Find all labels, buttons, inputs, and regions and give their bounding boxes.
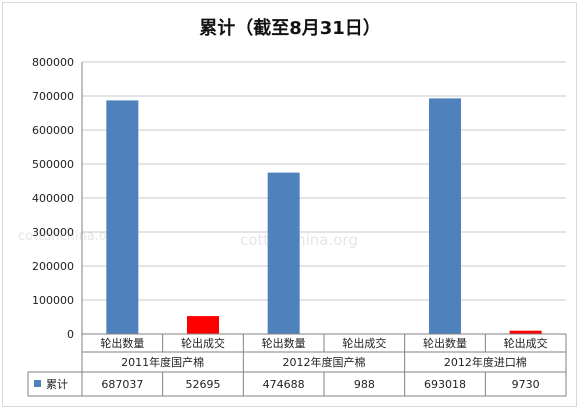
group-label: 2012年度国产棉 (283, 355, 366, 369)
x-axis: 轮出数量 轮出成交 轮出数量 轮出成交 轮出数量 轮出成交 2011年度国产棉 2012年度国… (27, 333, 567, 397)
category-label: 轮出数量 (262, 336, 306, 350)
bar (187, 316, 219, 334)
category-label: 轮出成交 (181, 336, 225, 350)
gridlines (82, 61, 566, 335)
y-tick-label: 300000 (32, 226, 74, 239)
y-tick-label: 0 (67, 328, 74, 341)
bar (106, 100, 139, 335)
bar (509, 330, 542, 334)
category-label: 轮出数量 (423, 336, 467, 350)
y-tick-label: 400000 (32, 192, 74, 205)
data-table-value: 9730 (512, 378, 540, 391)
chart-title: 累计（截至8月31日） (199, 17, 381, 39)
y-tick-label: 700000 (32, 90, 74, 103)
legend-swatch (34, 380, 41, 387)
y-axis: 800000 700000 600000 500000 400000 300000 2000… (32, 56, 83, 341)
group-label: 2012年度进口棉 (444, 355, 527, 369)
y-tick-label: 800000 (32, 56, 74, 69)
data-table-value: 693018 (424, 378, 466, 391)
data-table-value: 52695 (186, 378, 221, 391)
bars (106, 98, 542, 335)
bar (267, 172, 300, 334)
bar (429, 98, 461, 335)
data-table-value: 988 (354, 378, 375, 391)
watermark-text-left: cottonchina.org (18, 229, 120, 244)
data-table: 累计 687037 52695 474688 988 693018 9730 (34, 378, 540, 391)
category-label: 轮出成交 (504, 336, 548, 350)
y-tick-label: 500000 (32, 158, 74, 171)
data-table-value: 474688 (263, 378, 305, 391)
category-label: 轮出数量 (100, 336, 144, 350)
y-tick-label: 600000 (32, 124, 74, 137)
y-tick-label: 200000 (32, 260, 74, 273)
category-label: 轮出成交 (342, 336, 386, 350)
legend-series-name: 累计 (46, 378, 68, 391)
data-table-value: 687037 (101, 378, 143, 391)
group-label: 2011年度国产棉 (121, 355, 204, 369)
y-tick-label: 100000 (32, 294, 74, 307)
